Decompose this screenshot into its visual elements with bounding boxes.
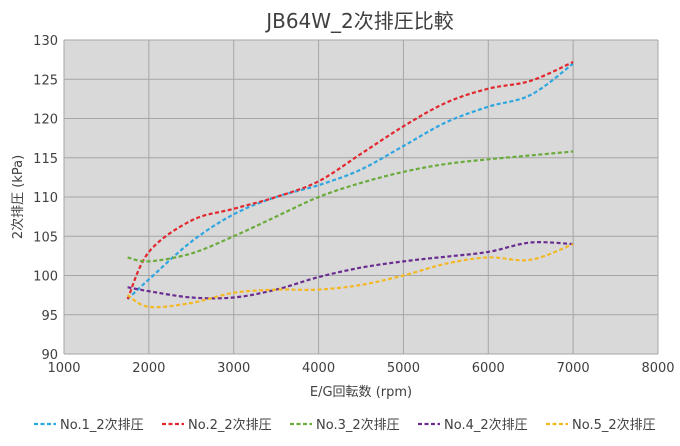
chart-title: JB64W_2次排圧比較 (264, 9, 454, 33)
series-line-1 (126, 62, 574, 300)
x-tick-label: 4000 (302, 361, 335, 376)
legend-item-4: No.4_2次排圧 (418, 417, 528, 433)
y-tick-label: 90 (41, 348, 58, 363)
y-tick-label: 115 (33, 152, 58, 167)
x-axis-ticks: 1000 2000 3000 4000 5000 6000 7000 8000 (47, 361, 674, 376)
legend-item-3: No.3_2次排圧 (290, 417, 400, 433)
y-axis-ticks: 90 95 100 105 110 115 120 125 130 (33, 34, 58, 363)
legend-label: No.2_2次排圧 (188, 417, 272, 433)
y-tick-label: 120 (33, 113, 58, 128)
legend-label: No.3_2次排圧 (316, 417, 400, 433)
x-axis-label: E/G回転数 (rpm) (310, 385, 412, 400)
x-tick-label: 6000 (472, 361, 505, 376)
legend-label: No.5_2次排圧 (572, 417, 656, 433)
x-tick-label: 5000 (387, 361, 420, 376)
series-line-2 (126, 60, 574, 300)
legend-label: No.1_2次排圧 (60, 417, 144, 433)
x-tick-label: 1000 (47, 361, 80, 376)
legend-label: No.4_2次排圧 (444, 417, 528, 433)
grid (63, 39, 659, 355)
legend-item-5: No.5_2次排圧 (546, 417, 656, 433)
y-tick-label: 130 (33, 34, 58, 49)
y-tick-label: 100 (33, 270, 58, 285)
y-axis-label: 2次排圧 (kPa) (10, 155, 26, 239)
y-tick-label: 95 (41, 309, 58, 324)
x-tick-label: 3000 (217, 361, 250, 376)
legend: No.1_2次排圧 No.2_2次排圧 No.3_2次排圧 No.4_2次排圧 No.5… (34, 417, 656, 433)
x-tick-label: 2000 (132, 361, 165, 376)
series-lines (126, 60, 574, 309)
series-line-3 (127, 150, 574, 263)
series-line-5 (126, 243, 574, 309)
series-line-4 (127, 241, 574, 300)
legend-item-2: No.2_2次排圧 (162, 417, 272, 433)
legend-item-1: No.1_2次排圧 (34, 417, 144, 433)
x-tick-label: 7000 (557, 361, 590, 376)
y-tick-label: 110 (33, 191, 58, 206)
y-tick-label: 125 (33, 73, 58, 88)
y-tick-label: 105 (33, 230, 58, 245)
x-tick-label: 8000 (641, 361, 674, 376)
